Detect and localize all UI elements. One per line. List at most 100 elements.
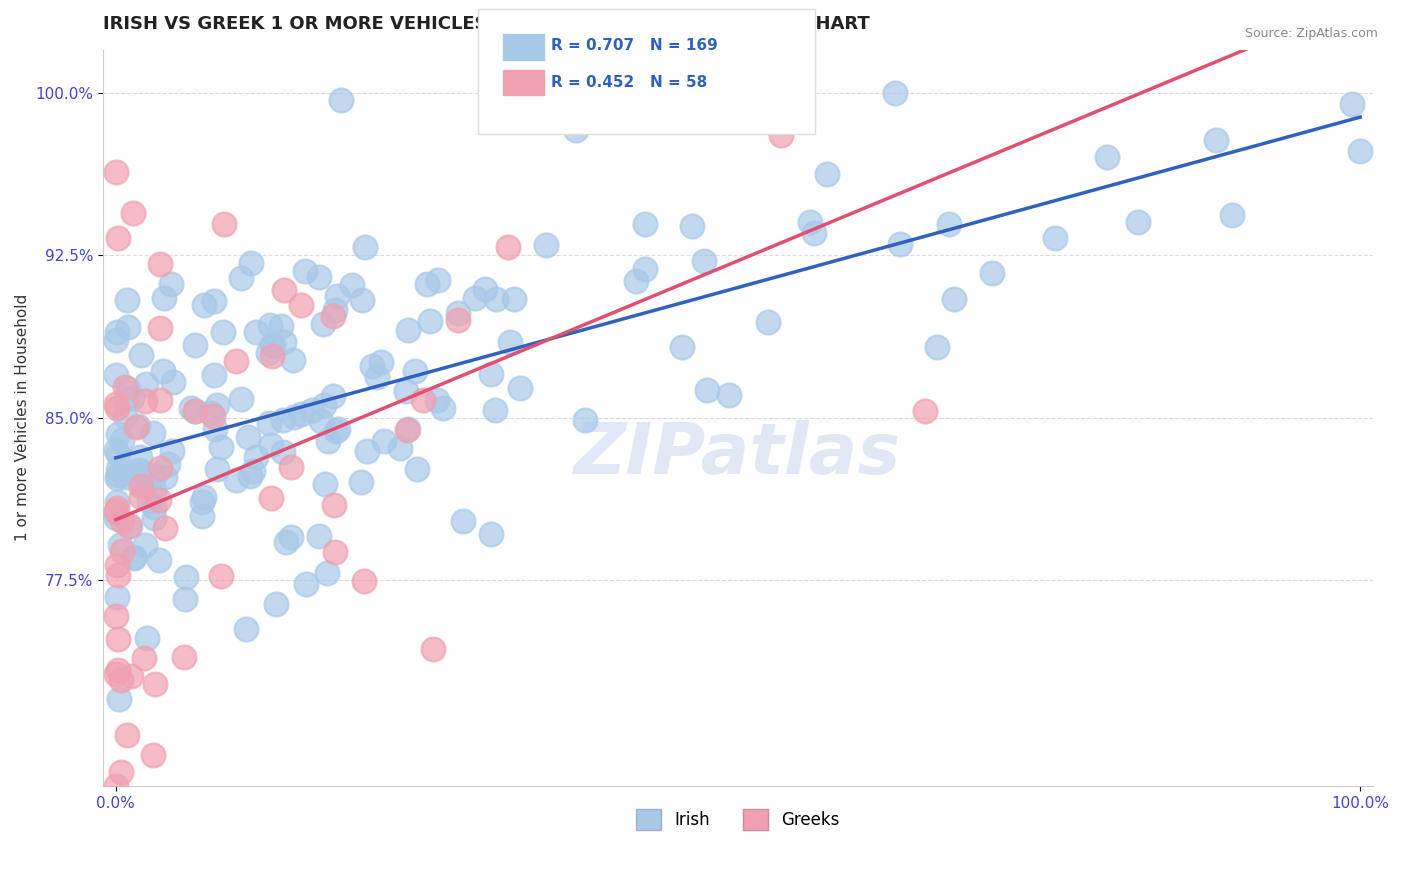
Point <box>152 364 174 378</box>
Point <box>283 352 305 367</box>
Point <box>479 526 502 541</box>
Point <box>1341 97 1364 112</box>
Point <box>184 404 207 418</box>
Point <box>149 320 172 334</box>
Point <box>202 368 225 382</box>
Point <box>107 663 129 677</box>
Point <box>1045 230 1067 244</box>
Point <box>388 441 411 455</box>
Point <box>105 558 128 573</box>
Point <box>131 465 153 479</box>
Point <box>136 632 159 646</box>
Point <box>266 597 288 611</box>
Point <box>236 430 259 444</box>
Point <box>308 269 330 284</box>
Point <box>340 278 363 293</box>
Point <box>114 392 136 406</box>
Point <box>117 319 139 334</box>
Point <box>422 641 444 656</box>
Point <box>276 535 298 549</box>
Point <box>160 443 183 458</box>
Point <box>485 293 508 307</box>
Point <box>717 388 740 402</box>
Point <box>326 289 349 303</box>
Point <box>914 403 936 417</box>
Point <box>104 510 127 524</box>
Text: IRISH VS GREEK 1 OR MORE VEHICLES IN HOUSEHOLD CORRELATION CHART: IRISH VS GREEK 1 OR MORE VEHICLES IN HOU… <box>103 15 870 33</box>
Point <box>499 335 522 350</box>
Text: ZIPatlas: ZIPatlas <box>574 420 901 489</box>
Point <box>633 217 655 231</box>
Point <box>693 254 716 268</box>
Point <box>104 504 127 518</box>
Point <box>360 359 382 373</box>
Point <box>128 463 150 477</box>
Point <box>883 86 905 100</box>
Point <box>122 550 145 565</box>
Point <box>271 413 294 427</box>
Point <box>231 270 253 285</box>
Point <box>205 462 228 476</box>
Point <box>149 256 172 270</box>
Point <box>104 443 127 458</box>
Point <box>143 677 166 691</box>
Point <box>110 673 132 687</box>
Point <box>229 392 252 407</box>
Point <box>308 529 330 543</box>
Point <box>193 490 215 504</box>
Point <box>260 338 283 352</box>
Point <box>270 318 292 333</box>
Point <box>235 622 257 636</box>
Point <box>447 312 470 326</box>
Point <box>356 444 378 458</box>
Point <box>115 293 138 308</box>
Text: R = 0.707   N = 169: R = 0.707 N = 169 <box>551 38 718 53</box>
Point <box>283 410 305 425</box>
Point <box>503 293 526 307</box>
Point <box>404 364 426 378</box>
Point <box>142 469 165 483</box>
Point <box>108 538 131 552</box>
Point <box>239 469 262 483</box>
Point <box>257 416 280 430</box>
Point <box>770 128 793 142</box>
Point <box>323 545 346 559</box>
Point <box>104 164 127 178</box>
Point <box>105 325 128 339</box>
Point <box>245 450 267 465</box>
Point <box>815 167 838 181</box>
Point <box>104 506 127 520</box>
Point <box>107 230 129 244</box>
Point <box>927 340 949 354</box>
Point <box>624 274 647 288</box>
Point <box>138 494 160 508</box>
Point <box>173 650 195 665</box>
Point <box>416 277 439 291</box>
Point <box>412 392 434 407</box>
Point <box>318 434 340 448</box>
Point <box>451 514 474 528</box>
Point <box>432 401 454 415</box>
Point <box>447 305 470 319</box>
Point <box>104 608 127 623</box>
Point <box>322 389 344 403</box>
Point <box>209 441 232 455</box>
Point <box>143 500 166 515</box>
Point <box>634 261 657 276</box>
Point <box>111 433 134 447</box>
Point <box>350 293 373 308</box>
Legend: Irish, Greeks: Irish, Greeks <box>630 803 846 837</box>
Point <box>280 460 302 475</box>
Y-axis label: 1 or more Vehicles in Household: 1 or more Vehicles in Household <box>15 294 30 541</box>
Point <box>484 402 506 417</box>
Point <box>107 568 129 582</box>
Point <box>329 93 352 107</box>
Point <box>273 335 295 350</box>
Point <box>104 779 127 793</box>
Point <box>124 551 146 566</box>
Point <box>142 747 165 762</box>
Text: R = 0.452   N = 58: R = 0.452 N = 58 <box>551 75 707 89</box>
Point <box>200 405 222 419</box>
Point <box>696 383 718 397</box>
Point <box>981 266 1004 280</box>
